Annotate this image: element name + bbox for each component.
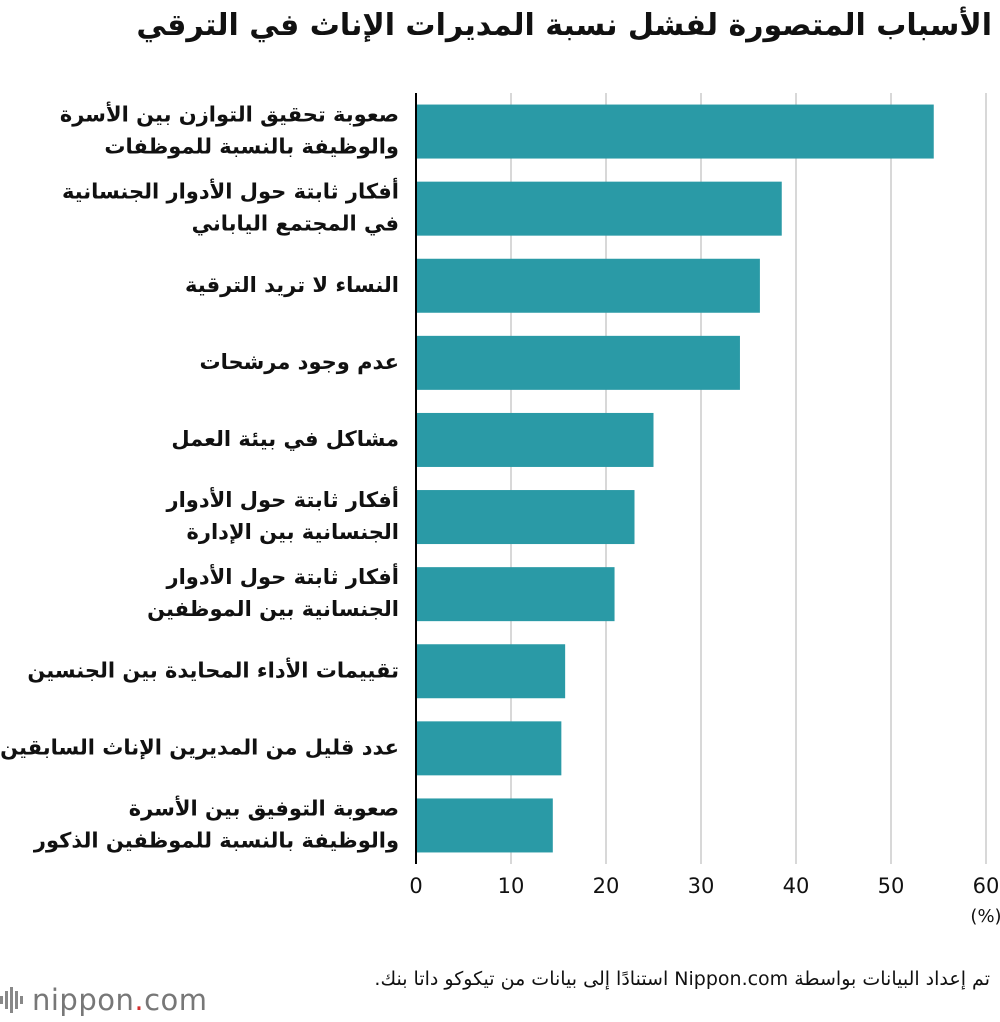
- category-label: أفكار ثابتة حول الأدوار الجنسانية بين الم…: [147, 562, 399, 621]
- x-tick-label: 0: [409, 874, 422, 898]
- logo-mark-icon: [0, 987, 23, 1013]
- bar: [416, 181, 782, 236]
- category-label-line: الجنسانية بين الموظفين: [147, 597, 399, 621]
- category-label-line: أفكار ثابتة حول الأدوار: [165, 485, 399, 512]
- bar: [416, 412, 654, 467]
- category-label-line: مشاكل في بيئة العمل: [171, 427, 399, 451]
- category-label-line: أفكار ثابتة حول الأدوار الجنسانية: [62, 177, 399, 204]
- x-tick-label: 40: [783, 874, 810, 898]
- bar: [416, 258, 760, 313]
- bar: [416, 798, 553, 853]
- category-label-line: عدم وجود مرشحات: [200, 350, 399, 374]
- category-label-line: والوظيفة بالنسبة للموظفين الذكور: [33, 828, 399, 852]
- category-label-line: عدد قليل من المديرين الإناث السابقين: [0, 735, 399, 759]
- bar: [416, 335, 740, 390]
- bar: [416, 721, 562, 776]
- chart-title: الأسباب المتصورة لفشل نسبة المديرات الإن…: [136, 8, 992, 43]
- category-label-line: صعوبة تحقيق التوازن بين الأسرة: [60, 101, 399, 127]
- logo-suffix: com: [144, 983, 208, 1017]
- category-label: تقييمات الأداء المحايدة بين الجنسين: [27, 656, 399, 682]
- category-label: مشاكل في بيئة العمل: [171, 427, 399, 451]
- category-label: أفكار ثابتة حول الأدوار الجنسانية في المج…: [62, 177, 399, 236]
- bar: [416, 490, 635, 545]
- x-tick-label: 60: [973, 874, 1000, 898]
- x-tick-label: 20: [593, 874, 620, 898]
- category-label: صعوبة تحقيق التوازن بين الأسرة والوظيفة ب…: [60, 101, 399, 159]
- category-label-line: النساء لا تريد الترقية: [185, 273, 399, 297]
- bar: [416, 567, 615, 622]
- category-label: عدم وجود مرشحات: [200, 350, 399, 374]
- category-label-line: الجنسانية بين الإدارة: [186, 520, 399, 544]
- bar: [416, 644, 566, 699]
- category-label-line: صعوبة التوفيق بين الأسرة: [129, 794, 399, 820]
- category-label: أفكار ثابتة حول الأدوار الجنسانية بين الإ…: [165, 485, 399, 544]
- logo-dot: .: [134, 983, 145, 1017]
- x-tick-label: 10: [498, 874, 525, 898]
- logo-wordmark: nippon.com: [32, 983, 208, 1017]
- category-label-line: والوظيفة بالنسبة للموظفات: [104, 135, 399, 159]
- x-tick-label: 50: [878, 874, 905, 898]
- nippon-logo: nippon.com: [0, 982, 208, 1018]
- logo-name: nippon: [32, 983, 135, 1017]
- category-label: صعوبة التوفيق بين الأسرة والوظيفة بالنسبة…: [33, 794, 399, 852]
- bar-chart: صعوبة تحقيق التوازن بين الأسرة والوظيفة ب…: [0, 93, 1000, 927]
- bar: [416, 104, 934, 159]
- category-label-line: في المجتمع الياباني: [192, 212, 399, 236]
- source-note: تم إعداد البيانات بواسطة Nippon.com استن…: [374, 968, 990, 990]
- x-axis-unit-label: (%): [970, 906, 1000, 927]
- category-label-line: تقييمات الأداء المحايدة بين الجنسين: [27, 656, 399, 682]
- category-label: النساء لا تريد الترقية: [185, 273, 399, 297]
- category-label: عدد قليل من المديرين الإناث السابقين: [0, 735, 399, 759]
- category-label-line: أفكار ثابتة حول الأدوار: [165, 562, 399, 589]
- x-tick-label: 30: [688, 874, 715, 898]
